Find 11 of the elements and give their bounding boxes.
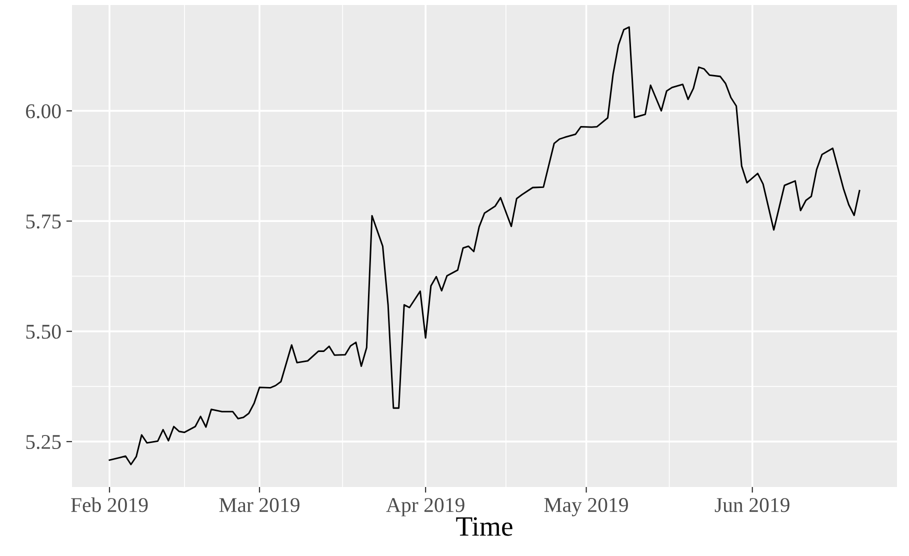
- x-tick-label: May 2019: [544, 498, 628, 516]
- x-tick-label: Mar 2019: [219, 498, 300, 512]
- x-tick-label: Jun 2019: [714, 498, 790, 512]
- y-tick-label: 5.50: [26, 324, 61, 339]
- line-series: [108, 26, 860, 466]
- x-axis-title: Time: [456, 517, 512, 536]
- x-tick-label: Apr 2019: [386, 498, 464, 516]
- y-tick-label: 6.00: [26, 104, 61, 118]
- y-tick-label: 5.75: [26, 214, 61, 229]
- x-tick-label: Feb 2019: [71, 497, 148, 512]
- y-tick-label: 5.25: [26, 435, 61, 450]
